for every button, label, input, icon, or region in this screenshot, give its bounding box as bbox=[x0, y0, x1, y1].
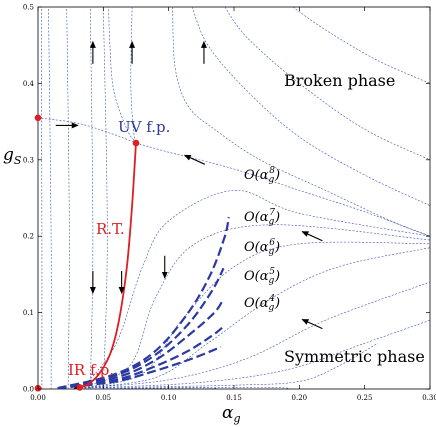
flow-line-16 bbox=[77, 247, 430, 389]
y-axis-label-sub: S bbox=[14, 154, 22, 167]
x-axis-label: αg bbox=[222, 403, 241, 425]
renormalized-trajectory-line bbox=[79, 142, 137, 389]
fixed-point-1 bbox=[76, 384, 84, 391]
y-axis-label: gS bbox=[3, 145, 22, 167]
flow-lines bbox=[38, 7, 430, 389]
flow-arrow-5 bbox=[301, 231, 323, 242]
flow-line-17 bbox=[77, 281, 430, 389]
y-tick-label-4: 0.4 bbox=[23, 80, 35, 88]
x-tick-label-3: 0.15 bbox=[226, 394, 242, 402]
y-tick-label-3: 0.3 bbox=[23, 156, 34, 164]
flow-line-0 bbox=[41, 7, 43, 389]
x-tick-label-2: 0.10 bbox=[161, 394, 177, 402]
flow-line-9 bbox=[172, 7, 430, 237]
fixed-point-2 bbox=[34, 114, 42, 122]
flow-line-4 bbox=[103, 7, 108, 389]
y-axis-label-main: g bbox=[3, 145, 14, 165]
flow-line-1 bbox=[48, 7, 52, 389]
order-label-4: O(αg4) bbox=[244, 294, 280, 313]
broken-phase-label: Broken phase bbox=[284, 71, 395, 90]
y-tick-label-5: 0.5 bbox=[23, 4, 34, 12]
flow-line-11 bbox=[224, 7, 430, 161]
x-tick-label-1: 0.05 bbox=[96, 394, 112, 402]
flow-line-20 bbox=[77, 387, 293, 389]
y-tick-label-2: 0.2 bbox=[23, 233, 34, 241]
renormalized-trajectory-label: R.T. bbox=[96, 220, 125, 238]
flow-line-13 bbox=[83, 190, 430, 387]
approx-curve-order-6 bbox=[57, 298, 225, 389]
fixed-point-0 bbox=[132, 139, 140, 147]
order-label-5: O(αg5) bbox=[244, 267, 280, 286]
ir-fixed-point-label: IR f.p. bbox=[68, 361, 114, 379]
approx-curve-order-5 bbox=[57, 325, 225, 389]
y-tick-label-1: 0.1 bbox=[23, 309, 34, 317]
x-tick-label-5: 0.25 bbox=[357, 394, 373, 402]
approximation-curves bbox=[57, 216, 230, 389]
flow-arrow-6 bbox=[301, 319, 323, 330]
order-label-6: O(αg6) bbox=[244, 238, 280, 257]
order-label-8: O(αg8) bbox=[244, 166, 280, 185]
approx-curve-order-7 bbox=[57, 267, 225, 389]
flow-arrow-4 bbox=[183, 154, 206, 165]
x-axis-label-sub: g bbox=[233, 412, 240, 425]
flow-line-12 bbox=[292, 7, 430, 84]
y-tick-label-0: 0.0 bbox=[23, 386, 34, 394]
x-tick-label-0: 0.00 bbox=[30, 394, 46, 402]
axis-ticks: 0.00 0.05 0.10 0.15 0.20 0.25 0.30 0.0 0.1 0.2 0.3… bbox=[23, 4, 436, 403]
flow-line-8 bbox=[108, 7, 137, 144]
flow-line-7 bbox=[135, 142, 430, 237]
approx-curve-order-8 bbox=[57, 216, 230, 389]
flow-line-2 bbox=[66, 7, 70, 389]
annotations: UV f.p. IR f.p. R.T. O(αg8) O(αg7) O(αg6) O(αg… bbox=[68, 118, 280, 379]
symmetric-phase-label: Symmetric phase bbox=[284, 347, 425, 366]
flow-line-15 bbox=[77, 241, 430, 389]
flow-line-14 bbox=[77, 224, 430, 389]
fixed-points bbox=[34, 114, 140, 392]
x-tick-label-4: 0.20 bbox=[292, 394, 308, 402]
flow-line-3 bbox=[90, 7, 94, 389]
flow-line-10 bbox=[191, 7, 430, 206]
uv-fixed-point-label: UV f.p. bbox=[118, 118, 170, 136]
x-axis-label-main: α bbox=[222, 403, 234, 423]
approx-curve-order-4 bbox=[57, 345, 222, 389]
flow-line-18 bbox=[77, 319, 430, 389]
flow-arrows bbox=[55, 40, 323, 330]
order-label-7: O(αg7) bbox=[244, 208, 280, 227]
flow-line-19 bbox=[77, 342, 378, 389]
x-tick-label-6: 0.30 bbox=[422, 394, 436, 402]
